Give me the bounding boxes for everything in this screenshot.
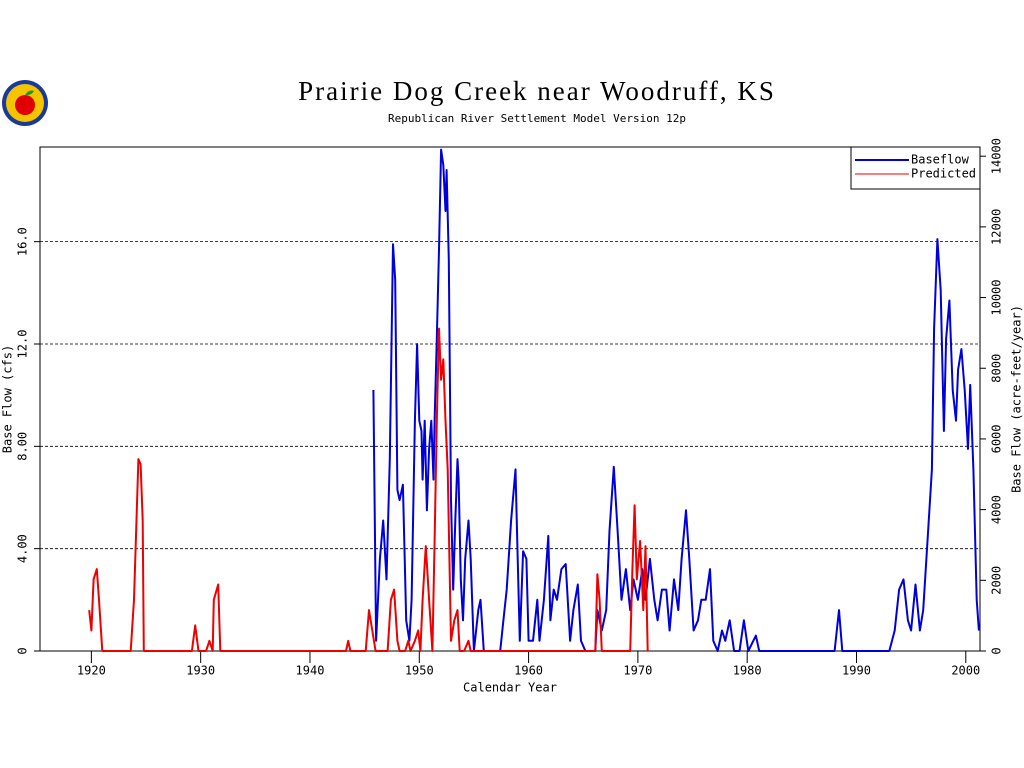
- legend-box: [850, 146, 981, 190]
- series-line: [88, 327, 649, 652]
- y2-tick-label: 0: [990, 647, 1004, 654]
- x-tick-label: 2000: [951, 664, 980, 678]
- y2-tick-label: 6000: [990, 424, 1004, 453]
- legend-label: Predicted: [911, 167, 976, 181]
- y-tick-label: 0: [16, 647, 30, 654]
- y-axis-title: Base Flow (cfs): [1, 345, 15, 453]
- y2-axis-title: Base Flow (acre-feet/year): [1010, 305, 1024, 493]
- y-tick-label: 4.00: [16, 534, 30, 563]
- chart-subtitle: Republican River Settlement Model Versio…: [388, 112, 686, 125]
- y-tick-label: 8.00: [16, 432, 30, 461]
- logo: [2, 80, 48, 126]
- x-tick-label: 1960: [514, 664, 543, 678]
- series-line: [372, 148, 980, 652]
- plot-frame: [39, 146, 981, 652]
- y2-tick-label: 8000: [990, 354, 1004, 383]
- x-tick-label: 1970: [623, 664, 652, 678]
- y2-tick-label: 12000: [990, 209, 1004, 245]
- chart-title: Prairie Dog Creek near Woodruff, KS: [298, 76, 776, 106]
- y2-tick-label: 14000: [990, 138, 1004, 174]
- x-tick-label: 1990: [842, 664, 871, 678]
- y2-tick-label: 4000: [990, 495, 1004, 524]
- x-axis-title: Calendar Year: [463, 681, 557, 695]
- y2-tick-label: 10000: [990, 280, 1004, 316]
- y2-tick-label: 2000: [990, 566, 1004, 595]
- x-tick-label: 1980: [733, 664, 762, 678]
- y-tick-label: 12.0: [16, 330, 30, 359]
- x-tick-label: 1930: [186, 664, 215, 678]
- legend-label: Baseflow: [911, 153, 970, 167]
- y-tick-label: 16.0: [16, 227, 30, 256]
- x-tick-label: 1950: [405, 664, 434, 678]
- x-tick-label: 1940: [296, 664, 325, 678]
- x-tick-label: 1920: [77, 664, 106, 678]
